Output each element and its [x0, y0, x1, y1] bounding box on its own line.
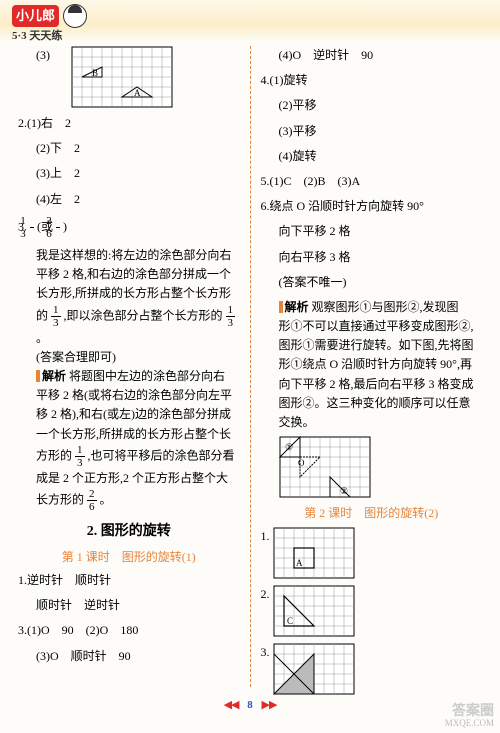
q3-close: )	[63, 219, 67, 233]
svg-text:①: ①	[285, 442, 293, 452]
q6-an-c: 图形①需要进行旋转。如下图,先将图	[261, 336, 483, 355]
q2-b: (2)下 2	[18, 139, 240, 158]
q3-an-c: 移 2 格),和右(或左)边的涂色部分拼成	[18, 405, 240, 424]
q6-d: (答案不唯一)	[261, 273, 483, 292]
section-2-title: 2. 图形的旋转	[18, 521, 240, 543]
logo-subtitle: 5·3 天天练	[12, 28, 488, 46]
section-2-subtitle: 第 1 课时 图形的旋转(1)	[18, 548, 240, 567]
svg-text:B: B	[92, 68, 98, 78]
q3: 3. 13 (或 26 )	[18, 215, 240, 240]
q5: 5.(1)C (2)B (3)A	[261, 172, 483, 191]
logo: 小儿郎	[12, 4, 87, 28]
q4-b: (2)平移	[261, 96, 483, 115]
frac-1-3c: 13	[226, 304, 236, 329]
p2-q1: 1. A	[261, 527, 483, 579]
frac-2-6: 26	[56, 215, 60, 240]
q6-an-b: 形①不可以直接通过平移变成图形②,	[261, 317, 483, 336]
figure-2: O① ②	[279, 436, 483, 498]
svg-text:C: C	[287, 616, 293, 626]
q3-an-f: 成是 2 个正方形,2 个正方形占整个大	[18, 469, 240, 488]
left-column: (3) BA 2.(1)右 2 (2)下 2 (3)上 2 (4)左 2 3. …	[18, 46, 240, 687]
q4-c: (3)平移	[261, 122, 483, 141]
p2-q3: 3.	[261, 643, 483, 695]
watermark-l2: MXQE.COM	[445, 719, 494, 729]
q3-p1a: 我是这样想的:将左边的涂色部分向右	[18, 246, 240, 265]
s2-q1: 1.逆时针 顺时针	[18, 571, 240, 590]
q3-an-b: 平移 2 格(或将右边的涂色部分向左平	[18, 386, 240, 405]
q3-analysis: 解析 将题图中左边的涂色部分向右	[18, 367, 240, 386]
q1-3: (3) BA	[18, 46, 240, 108]
right-column: (4)O 逆时针 90 4.(1)旋转 (2)平移 (3)平移 (4)旋转 5.…	[261, 46, 483, 687]
q3-p1d: 的 13 ,即以涂色部分占整个长方形的 13 。	[18, 304, 240, 348]
q6-an-e: 向下平移 2 格,最后向右平移 3 格变成	[261, 375, 483, 394]
q4-d: (4)旋转	[261, 147, 483, 166]
s2-q3-b: (3)O 顺时针 90	[18, 647, 240, 666]
analysis-label: 解析	[42, 369, 66, 383]
svg-text:A: A	[296, 558, 303, 568]
q6-an-f: 图形②。这三种变化的顺序可以任意	[261, 394, 483, 413]
content-columns: (3) BA 2.(1)右 2 (2)下 2 (3)上 2 (4)左 2 3. …	[0, 42, 500, 687]
q2-a: (1)右 2	[27, 116, 71, 130]
analysis-label: 解析	[285, 300, 309, 314]
svg-text:②: ②	[340, 486, 348, 496]
figure-p2: C	[273, 587, 355, 601]
page-number: 8	[247, 699, 253, 711]
q6-b: 向下平移 2 格	[261, 222, 483, 241]
q4: 4.(1)旋转	[261, 71, 483, 90]
figure-p1: A	[273, 529, 355, 543]
q6-an-d: 形①绕点 O 沿顺时针方向旋转 90°,再	[261, 355, 483, 374]
logo-brand: 小儿郎	[12, 5, 59, 28]
q2-num: 2.	[18, 116, 27, 130]
watermark: 答案圈 MXQE.COM	[445, 704, 494, 729]
figure-p3	[273, 645, 355, 659]
s2-q2: 顺时针 逆时针	[18, 596, 240, 615]
page-header: 小儿郎 5·3 天天练	[0, 0, 500, 42]
q2: 2.(1)右 2	[18, 114, 240, 133]
q3-p1e: (答案合理即可)	[18, 348, 240, 367]
q3-an-d: 一个长方形,所拼成的长方形占整个长	[18, 425, 240, 444]
svg-text:O: O	[298, 458, 305, 468]
s2-q3: 3.(1)O 90 (2)O 180	[18, 621, 240, 640]
p2-q2: 2. C	[261, 585, 483, 637]
analysis-bar-icon	[279, 301, 283, 313]
page-footer: ◀◀ 8 ▶▶	[0, 697, 500, 715]
frac-1-3b: 13	[51, 304, 61, 329]
q2-c: (3)上 2	[18, 164, 240, 183]
column-divider	[250, 46, 251, 687]
figure-1: BA	[71, 48, 173, 62]
watermark-l1: 答案圈	[445, 704, 494, 719]
frac-1-3: 13	[30, 215, 34, 240]
q6: 6.绕点 O 沿顺时针方向旋转 90°	[261, 197, 483, 216]
q3-an-g: 长方形的 26 。	[18, 488, 240, 513]
footer-right-arrow-icon: ▶▶	[262, 699, 277, 711]
footer-left-arrow-icon: ◀◀	[224, 699, 239, 711]
q6-c: 向右平移 3 格	[261, 248, 483, 267]
q2-d: (4)左 2	[18, 190, 240, 209]
section-2-2-subtitle: 第 2 课时 图形的旋转(2)	[261, 504, 483, 523]
q3-an-e: 方形的 13 ,也可将平移后的涂色部分看	[18, 444, 240, 469]
q3-p1b: 平移 2 格,和右边的涂色部分拼成一个	[18, 265, 240, 284]
q3-p1c: 长方形,所拼成的长方形占整个长方形	[18, 284, 240, 303]
svg-text:A: A	[134, 88, 141, 98]
frac-1-3d: 13	[75, 444, 85, 469]
q6-analysis: 解析 观察图形①与图形②,发现图	[261, 298, 483, 317]
avatar-icon	[63, 4, 87, 28]
q6-an-g: 交换。	[261, 413, 483, 432]
r0: (4)O 逆时针 90	[261, 46, 483, 65]
frac-2-6b: 26	[87, 488, 97, 513]
q1-3-label: (3)	[36, 48, 50, 62]
analysis-bar-icon	[36, 370, 40, 382]
